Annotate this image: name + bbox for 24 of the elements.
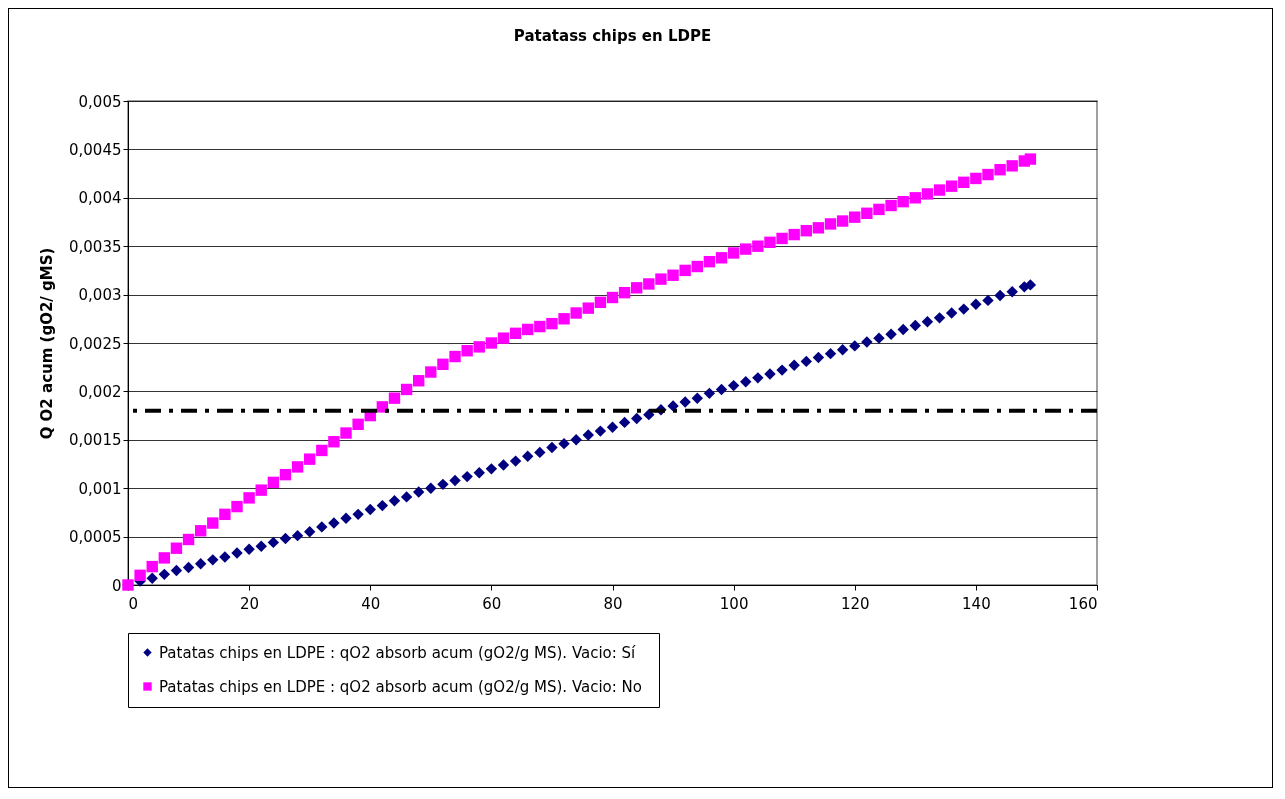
chart-title: Patatass chips en LDPE (513, 27, 712, 45)
y-tick-label: 0,0005 (69, 528, 122, 547)
x-tick-label: 60 (482, 594, 502, 613)
y-tick-label: 0,005 (78, 92, 122, 111)
y-tick-label: 0,004 (78, 189, 122, 208)
y-tick-label: 0,002 (78, 382, 122, 401)
legend-label: Patatas chips en LDPE : qO2 absorb acum (gO2/g MS). Vacio: No (159, 677, 642, 696)
y-tick-label: 0,001 (78, 479, 122, 498)
x-tick-label: 140 (962, 594, 991, 613)
y-tick-label: 0,0015 (69, 431, 122, 450)
x-tick-label: 20 (240, 594, 260, 613)
y-tick-label: 0 (111, 576, 122, 595)
y-tick-label: 0,003 (78, 286, 122, 305)
y-axis-title: Q O2 acum (gO2/ gMS) (38, 247, 57, 440)
y-tick-label: 0,0025 (69, 334, 122, 353)
x-tick-label: 0 (128, 594, 139, 613)
y-tick-label: 0,0045 (69, 140, 122, 159)
x-tick-label: 80 (603, 594, 623, 613)
y-tick-label: 0,0035 (69, 237, 122, 256)
x-tick-label: 40 (361, 594, 381, 613)
x-tick-label: 100 (719, 594, 749, 613)
x-tick-label: 160 (1068, 594, 1098, 613)
x-tick-label: 120 (840, 594, 870, 613)
legend-label: Patatas chips en LDPE : qO2 absorb acum (gO2/g MS). Vacio: Sí (159, 643, 637, 662)
